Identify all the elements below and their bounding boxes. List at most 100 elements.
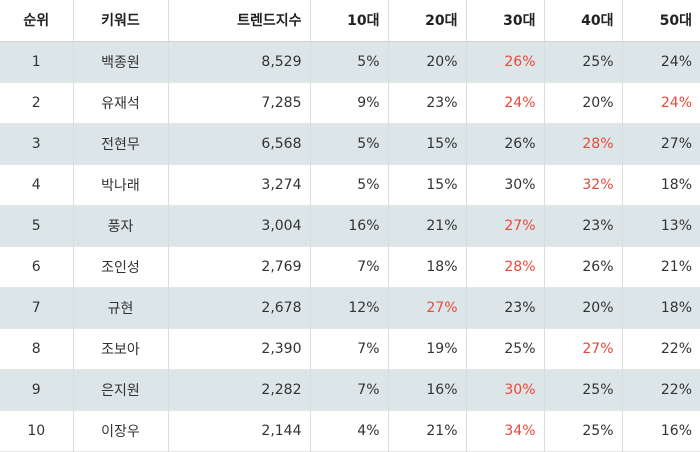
cell-age-20s: 21%	[388, 410, 467, 451]
cell-age-40s: 23%	[544, 205, 623, 246]
table-row[interactable]: 4 박나래 3,274 5% 15% 30% 32% 18%	[0, 164, 700, 205]
cell-age-50s: 27%	[660, 135, 692, 152]
cell-keyword[interactable]: 은지원	[73, 369, 169, 410]
cell-age-50s: 21%	[660, 258, 692, 275]
cell-trend-index: 2,144	[168, 410, 311, 451]
cell-age-30s: 28%	[466, 246, 545, 287]
cell-age-30s: 24%	[466, 82, 545, 123]
cell-age-20s: 19%	[388, 328, 467, 369]
cell-trend-index: 6,568	[168, 123, 311, 164]
table-row[interactable]: 6 조인성 2,769 7% 18% 28% 26% 21%	[0, 246, 700, 287]
table-body: 1 백종원 8,529 5% 20% 26% 25% 24% 2 유재석 7,285 9% 23% 24%…	[0, 41, 700, 451]
column-header-rank[interactable]: 순위	[0, 0, 74, 42]
cell-keyword[interactable]: 박나래	[73, 164, 169, 205]
cell-trend-index: 3,274	[168, 164, 311, 205]
table-row[interactable]: 10 이장우 2,144 4% 21% 34% 25% 16%	[0, 410, 700, 451]
table-row[interactable]: 3 전현무 6,568 5% 15% 26% 28% 27%	[0, 123, 700, 164]
cell-age-50s: 24%	[660, 94, 692, 111]
table-row[interactable]: 5 풍자 3,004 16% 21% 27% 23% 13%	[0, 205, 700, 246]
cell-trend-index: 2,769	[168, 246, 311, 287]
cell-age-40s: 28%	[544, 123, 623, 164]
cell-trend-index: 7,285	[168, 82, 311, 123]
table-row[interactable]: 7 규현 2,678 12% 27% 23% 20% 18%	[0, 287, 700, 328]
cell-rank: 2	[0, 82, 74, 123]
table-row[interactable]: 8 조보아 2,390 7% 19% 25% 27% 22%	[0, 328, 700, 369]
cell-age-20s: 27%	[388, 287, 467, 328]
cell-age-40s: 25%	[544, 410, 623, 451]
column-header-age-50s[interactable]: 50대	[622, 0, 700, 42]
cell-trend-index: 2,282	[168, 369, 311, 410]
table-header-row: 순위 키워드 트렌드지수 10대 20대 30대 40대 50대	[0, 0, 700, 42]
cell-age-20s: 23%	[388, 82, 467, 123]
cell-age-10s: 12%	[310, 287, 389, 328]
cell-keyword[interactable]: 규현	[73, 287, 169, 328]
cell-keyword[interactable]: 조인성	[73, 246, 169, 287]
cell-age-50s: 18%	[660, 176, 692, 193]
cell-age-50s: 13%	[660, 217, 692, 234]
cell-keyword[interactable]: 백종원	[73, 41, 169, 82]
cell-keyword[interactable]: 풍자	[73, 205, 169, 246]
column-header-age-30s[interactable]: 30대	[466, 0, 545, 42]
cell-rank: 6	[0, 246, 74, 287]
cell-age-20s: 20%	[388, 41, 467, 82]
cell-age-40s: 27%	[544, 328, 623, 369]
cell-age-20s: 16%	[388, 369, 467, 410]
cell-age-30s: 30%	[466, 164, 545, 205]
cell-keyword[interactable]: 조보아	[73, 328, 169, 369]
cell-age-30s: 23%	[466, 287, 545, 328]
cell-age-20s: 15%	[388, 123, 467, 164]
cell-age-10s: 9%	[310, 82, 389, 123]
cell-age-50s: 24%	[660, 53, 692, 70]
cell-age-10s: 4%	[310, 410, 389, 451]
cell-keyword[interactable]: 유재석	[73, 82, 169, 123]
cell-age-10s: 5%	[310, 41, 389, 82]
cell-rank: 5	[0, 205, 74, 246]
cell-age-30s: 26%	[466, 123, 545, 164]
column-header-age-20s[interactable]: 20대	[388, 0, 467, 42]
cell-age-20s: 18%	[388, 246, 467, 287]
cell-rank: 7	[0, 287, 74, 328]
table-row[interactable]: 9 은지원 2,282 7% 16% 30% 25% 22%	[0, 369, 700, 410]
column-header-age-40s[interactable]: 40대	[544, 0, 623, 42]
cell-rank: 10	[0, 410, 74, 451]
cell-rank: 9	[0, 369, 74, 410]
cell-age-50s: 18%	[660, 299, 692, 316]
cell-keyword[interactable]: 이장우	[73, 410, 169, 451]
cell-age-10s: 16%	[310, 205, 389, 246]
cell-age-10s: 7%	[310, 246, 389, 287]
cell-age-30s: 25%	[466, 328, 545, 369]
cell-age-10s: 5%	[310, 164, 389, 205]
cell-age-40s: 26%	[544, 246, 623, 287]
cell-age-20s: 15%	[388, 164, 467, 205]
cell-rank: 8	[0, 328, 74, 369]
column-header-keyword[interactable]: 키워드	[73, 0, 169, 42]
cell-age-10s: 5%	[310, 123, 389, 164]
cell-rank: 3	[0, 123, 74, 164]
cell-age-50s: 16%	[660, 422, 692, 439]
cell-age-10s: 7%	[310, 328, 389, 369]
cell-age-40s: 20%	[544, 82, 623, 123]
cell-age-20s: 21%	[388, 205, 467, 246]
cell-age-30s: 27%	[466, 205, 545, 246]
cell-age-40s: 25%	[544, 369, 623, 410]
cell-keyword[interactable]: 전현무	[73, 123, 169, 164]
cell-age-40s: 32%	[544, 164, 623, 205]
cell-trend-index: 3,004	[168, 205, 311, 246]
cell-rank: 1	[0, 41, 74, 82]
cell-age-30s: 34%	[466, 410, 545, 451]
cell-age-30s: 30%	[466, 369, 545, 410]
cell-age-40s: 25%	[544, 41, 623, 82]
column-header-trend-index[interactable]: 트렌드지수	[168, 0, 311, 42]
cell-trend-index: 2,390	[168, 328, 311, 369]
cell-age-30s: 26%	[466, 41, 545, 82]
column-header-age-10s[interactable]: 10대	[310, 0, 389, 42]
cell-age-40s: 20%	[544, 287, 623, 328]
cell-trend-index: 8,529	[168, 41, 311, 82]
cell-rank: 4	[0, 164, 74, 205]
cell-age-10s: 7%	[310, 369, 389, 410]
cell-age-50s: 22%	[660, 381, 692, 398]
table-row[interactable]: 2 유재석 7,285 9% 23% 24% 20% 24%	[0, 82, 700, 123]
table-row[interactable]: 1 백종원 8,529 5% 20% 26% 25% 24%	[0, 41, 700, 82]
cell-age-50s: 22%	[660, 340, 692, 357]
